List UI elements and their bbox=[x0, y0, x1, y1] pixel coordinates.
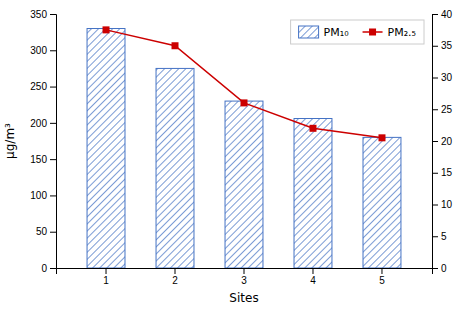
tick-label: 3 bbox=[241, 275, 247, 286]
tick-mark bbox=[50, 87, 56, 88]
marker bbox=[172, 42, 179, 49]
tick-label: 350 bbox=[30, 9, 47, 20]
legend-item: PM₂.₅ bbox=[363, 26, 416, 39]
tick: 30 bbox=[432, 72, 453, 83]
tick-mark bbox=[50, 159, 56, 160]
tick-mark bbox=[50, 50, 56, 51]
tick-mark bbox=[432, 205, 438, 206]
tick-label: 200 bbox=[30, 118, 47, 129]
tick-label: 150 bbox=[30, 154, 47, 165]
tick-label: 250 bbox=[30, 81, 47, 92]
tick-mark bbox=[432, 14, 438, 15]
tick-mark bbox=[312, 268, 313, 274]
axis-line bbox=[57, 269, 433, 275]
y2-axis: 0 5 10 15 20 25 30 35 40 bbox=[432, 9, 453, 274]
tick: 40 bbox=[432, 9, 453, 20]
tick-label: 300 bbox=[30, 45, 47, 56]
tick-label: 2 bbox=[172, 275, 178, 286]
tick-mark bbox=[50, 268, 56, 269]
axis-line bbox=[50, 15, 57, 269]
tick-label: 0 bbox=[441, 263, 447, 274]
tick-mark bbox=[50, 195, 56, 196]
tick-label: 5 bbox=[441, 231, 447, 242]
tick-label: 30 bbox=[441, 72, 453, 83]
tick: 15 bbox=[432, 167, 453, 178]
tick: 0 bbox=[41, 263, 56, 274]
bar bbox=[294, 119, 332, 268]
tick-label: 1 bbox=[103, 275, 109, 286]
tick: 200 bbox=[30, 118, 56, 129]
tick-label: 50 bbox=[36, 226, 48, 237]
chart: 1234505010015020025030035005101520253035… bbox=[0, 0, 474, 310]
bar bbox=[225, 101, 263, 268]
legend-item: PM₁₀ bbox=[299, 26, 350, 39]
tick-mark bbox=[432, 268, 438, 269]
tick-mark bbox=[432, 236, 438, 237]
tick-mark bbox=[106, 268, 107, 274]
y-axis: 0 50 100 150 200 250 300 350 bbox=[30, 9, 56, 274]
tick-mark bbox=[50, 123, 56, 124]
tick-label: 0 bbox=[41, 263, 47, 274]
tick-mark bbox=[50, 14, 56, 15]
tick: 350 bbox=[30, 9, 56, 20]
tick: 1 bbox=[103, 268, 109, 286]
tick-mark bbox=[432, 173, 438, 174]
legend-frame bbox=[291, 20, 424, 44]
legend-marker bbox=[369, 29, 376, 36]
axis-line bbox=[433, 15, 439, 269]
tick-label: 15 bbox=[441, 167, 453, 178]
marker bbox=[378, 134, 385, 141]
marker bbox=[103, 26, 110, 33]
tick: 10 bbox=[432, 199, 453, 210]
tick-label: 10 bbox=[441, 199, 453, 210]
tick: 5 bbox=[379, 268, 385, 286]
bar bbox=[363, 137, 401, 268]
tick-label: 25 bbox=[441, 104, 453, 115]
tick: 2 bbox=[172, 268, 178, 286]
tick-mark bbox=[432, 109, 438, 110]
x-axis-title: Sites bbox=[229, 291, 258, 305]
bar bbox=[156, 68, 194, 268]
tick-mark bbox=[432, 78, 438, 79]
tick-mark bbox=[381, 268, 382, 274]
tick: 20 bbox=[432, 136, 453, 147]
tick: 50 bbox=[36, 226, 56, 237]
bar bbox=[87, 29, 125, 268]
tick-mark bbox=[244, 268, 245, 274]
x-axis: 1 2 3 4 5 bbox=[57, 268, 433, 286]
tick-label: 4 bbox=[310, 275, 316, 286]
tick: 250 bbox=[30, 81, 56, 92]
tick-label: 20 bbox=[441, 136, 453, 147]
tick: 150 bbox=[30, 154, 56, 165]
line bbox=[106, 30, 382, 138]
marks bbox=[87, 26, 401, 268]
legend-label: PM₁₀ bbox=[324, 26, 350, 39]
tick-mark bbox=[432, 141, 438, 142]
tick-mark bbox=[432, 46, 438, 47]
marker bbox=[309, 125, 316, 132]
tick-mark bbox=[175, 268, 176, 274]
tick: 35 bbox=[432, 40, 453, 51]
tick: 25 bbox=[432, 104, 453, 115]
tick-label: 5 bbox=[379, 275, 385, 286]
tick: 5 bbox=[432, 231, 447, 242]
plot-area: 1234505010015020025030035005101520253035… bbox=[30, 9, 452, 286]
tick: 3 bbox=[241, 268, 247, 286]
tick: 300 bbox=[30, 45, 56, 56]
y-axis-title: μg/m³ bbox=[3, 123, 17, 159]
legend-label: PM₂.₅ bbox=[388, 26, 416, 39]
bar-series bbox=[87, 29, 401, 268]
tick-mark bbox=[50, 232, 56, 233]
tick-label: 40 bbox=[441, 9, 453, 20]
tick: 0 bbox=[432, 263, 447, 274]
tick-label: 100 bbox=[30, 190, 47, 201]
tick-label: 35 bbox=[441, 40, 453, 51]
marker bbox=[241, 99, 248, 106]
legend-swatch bbox=[299, 26, 319, 38]
tick: 100 bbox=[30, 190, 56, 201]
legend: PM₁₀ PM₂.₅ bbox=[291, 20, 424, 44]
tick: 4 bbox=[310, 268, 316, 286]
